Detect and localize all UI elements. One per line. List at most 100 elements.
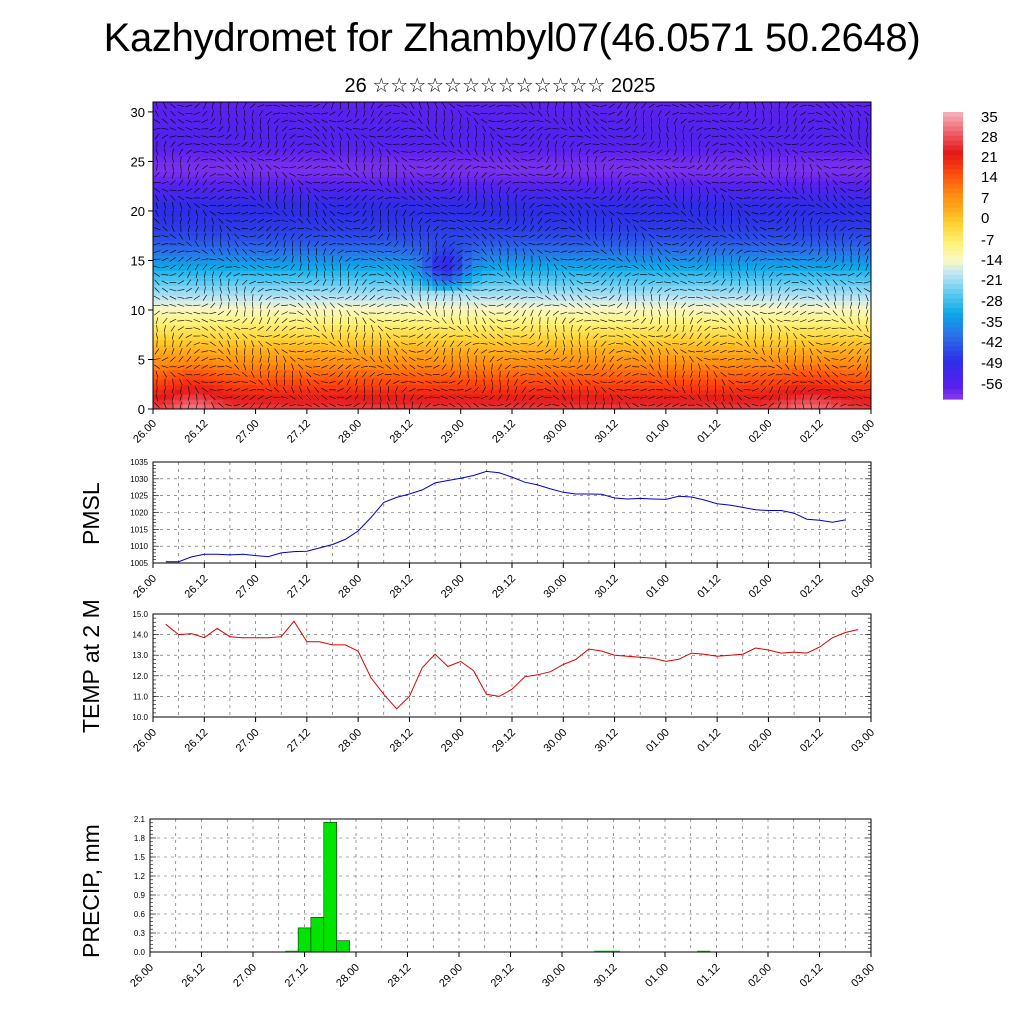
pmsl-plot: 1005 1010 1015 1020 1025 1030 1035 26.00 26.12 27… (130, 458, 877, 601)
precip-bar (594, 950, 608, 952)
x-tick-label: 03.00 (849, 962, 877, 990)
colorbar-segment (943, 217, 963, 223)
grid (153, 613, 871, 718)
y-tick-label: 14.0 (132, 631, 148, 640)
x-tick-label: 26.12 (182, 727, 210, 755)
x-tick-label: 01.12 (695, 418, 723, 446)
series-line (165, 470, 846, 563)
precip-plot: 0.0 0.3 0.6 0.9 1.2 1.5 1.8 2.1 26.00 26.12 27.00 2… (128, 815, 877, 990)
colorbar-segment (943, 198, 963, 204)
colorbar-segment (943, 112, 963, 118)
colorbar-segment (943, 298, 963, 304)
colorbar-segment (943, 332, 963, 338)
x-tick-label: 03.00 (849, 573, 877, 601)
colorbar-segment (943, 250, 963, 257)
colorbar-segment (943, 260, 963, 266)
x-tick-label: 02.00 (747, 418, 775, 446)
y-tick-label: 1.8 (134, 834, 146, 843)
x-tick-label: 01.12 (695, 962, 723, 990)
colorbar-segment (943, 269, 963, 276)
precip-bar (697, 950, 711, 952)
colorbar-segment (943, 188, 963, 194)
colorbar-segment (943, 145, 963, 151)
colorbar-segment (943, 351, 963, 357)
y-tick-label: 15 (131, 253, 145, 268)
y-tick-label: 10 (131, 303, 145, 318)
x-tick-label: 29.12 (490, 727, 518, 755)
y-tick-label: 1030 (130, 475, 148, 484)
y-tick-label: 1020 (130, 509, 148, 518)
colorbar-segment (943, 183, 963, 190)
cross-section-plot: 0 5 10 15 20 25 30 26.00 26.12 27.00 27.12 28.00 28.… (131, 101, 877, 446)
x-tick-label: 02.12 (798, 962, 826, 990)
precip-bar (297, 927, 312, 953)
y-tick-label: 15.0 (132, 610, 148, 619)
colorbar-segment (943, 317, 963, 324)
colorbar-segment (943, 202, 963, 209)
y-tick-label: 0.0 (134, 948, 146, 957)
x-tick-label: 27.12 (285, 573, 313, 601)
colorbar-segment (943, 155, 963, 161)
colorbar-segment (943, 389, 963, 395)
colorbar-segment (943, 284, 963, 290)
precip-bar (323, 821, 337, 953)
colorbar-label: 14 (981, 169, 998, 186)
x-tick-label: 02.00 (746, 962, 774, 990)
x-tick-label: 27.00 (234, 727, 262, 755)
x-tick-label: 26.12 (180, 962, 208, 990)
colorbar-segment (943, 140, 963, 147)
x-tick-label: 30.00 (541, 418, 569, 446)
colorbar-segment (943, 274, 963, 281)
colorbar-label: -14 (981, 252, 1003, 269)
colorbar-label: 7 (981, 190, 989, 207)
x-tick-label: 28.00 (334, 962, 362, 990)
y-tick-label: 5 (138, 352, 145, 367)
colorbar-segment (943, 255, 963, 261)
x-tick-label: 26.12 (182, 573, 210, 601)
colorbar-label: 28 (981, 129, 998, 146)
x-tick-label: 28.00 (336, 573, 364, 601)
x-tick-label: 28.12 (388, 573, 416, 601)
colorbar-segment (943, 341, 963, 347)
y-tick-label: 1.5 (134, 853, 146, 862)
x-tick-label: 29.00 (439, 418, 467, 446)
colorbar-segment (943, 116, 963, 123)
colorbar-label: -35 (981, 314, 1003, 331)
x-tick-label: 27.12 (285, 418, 313, 446)
chart-subtitle: 26 ☆☆☆☆☆☆☆☆☆☆☆☆☆ 2025 (344, 75, 656, 97)
colorbar-label: 35 (981, 109, 998, 126)
y-tick-label: 1035 (130, 458, 148, 467)
colorbar-segment (943, 279, 963, 285)
colorbar-segment (943, 135, 963, 142)
x-tick-label: 27.00 (234, 418, 262, 446)
colorbar-label: -49 (981, 355, 1003, 372)
x-tick-label: 26.00 (131, 418, 159, 446)
y-tick-label: 13.0 (132, 651, 148, 660)
x-tick-label: 26.00 (131, 573, 159, 601)
colorbar-segment (943, 174, 963, 180)
x-tick-label: 02.12 (798, 727, 826, 755)
x-tick-label: 29.00 (439, 727, 467, 755)
colorbar-segment (943, 312, 963, 319)
colorbar-segment (943, 293, 963, 300)
x-tick-label: 01.00 (644, 727, 672, 755)
colorbar-segment (943, 265, 963, 271)
temperature-field (153, 102, 871, 409)
colorbar-label: -56 (981, 376, 1003, 393)
colorbar-segment (943, 121, 963, 127)
colorbar-segment (943, 236, 963, 242)
x-tick-label: 29.12 (489, 962, 517, 990)
x-tick-label: 28.00 (336, 727, 364, 755)
precip-bar (607, 950, 620, 952)
x-tick-label: 03.00 (849, 727, 877, 755)
x-tick-label: 27.00 (231, 962, 259, 990)
chart-title: Kazhydromet for Zhambyl07(46.0571 50.264… (103, 16, 921, 60)
colorbar-segment (943, 303, 963, 309)
x-tick-label: 30.00 (541, 573, 569, 601)
colorbar-segment (943, 308, 963, 314)
x-tick-label: 30.12 (593, 418, 621, 446)
colorbar-segment (943, 336, 963, 343)
colorbar-segment (943, 207, 963, 214)
colorbar-label: 21 (981, 149, 998, 166)
temp-plot: 10.0 11.0 12.0 13.0 14.0 15.0 26.00 26.12 27.00 2… (131, 610, 877, 755)
